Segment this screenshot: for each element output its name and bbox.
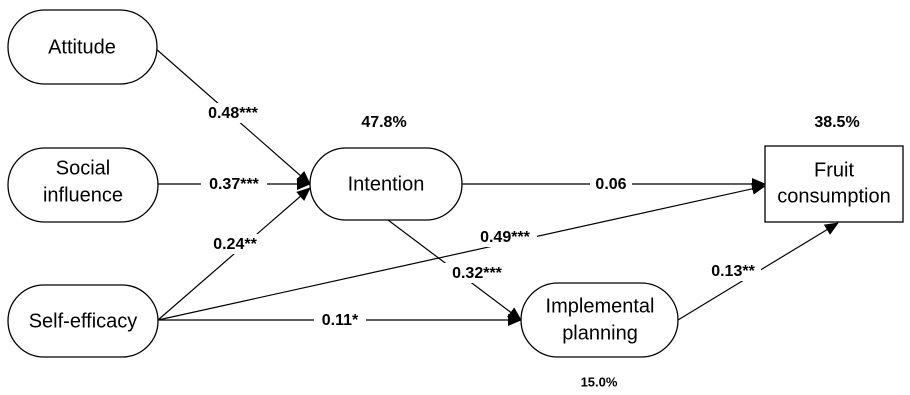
coef-selfefficacy-planning: 0.11* [314,310,366,330]
coef-selfefficacy-intention-text: 0.24** [213,236,257,253]
node-social-influence: Social influence [7,147,159,223]
node-implemental-planning-label-line1: Implemental [546,295,655,317]
node-implemental-planning-label-line2: planning [562,322,638,344]
coef-social-intention-text: 0.37*** [209,176,260,193]
coef-attitude-intention: 0.48*** [200,103,266,123]
coef-intention-planning-text: 0.32*** [452,265,503,282]
node-attitude-label: Attitude [48,36,116,58]
node-intention-label: Intention [348,173,425,195]
coef-intention-fruit: 0.06 [590,174,632,194]
path-selfefficacy-fruit [157,182,766,321]
node-attitude: Attitude [7,9,158,85]
coef-selfefficacy-planning-text: 0.11* [322,312,359,329]
node-fruit-consumption: Fruit consumption [764,145,904,223]
node-fruit-consumption-label-line2: consumption [777,185,890,207]
node-implemental-planning: Implemental planning [520,282,679,358]
coef-intention-planning: 0.32*** [444,263,510,283]
coef-social-intention: 0.37*** [201,174,267,194]
node-self-efficacy: Self-efficacy [7,284,159,358]
coef-attitude-intention-text: 0.48*** [208,105,259,122]
node-self-efficacy-label: Self-efficacy [29,310,138,332]
coef-selfefficacy-fruit-text: 0.49*** [480,229,531,246]
r2-implemental-planning: 15.0% [581,374,618,389]
r2-fruit-consumption: 38.5% [814,114,859,131]
node-social-influence-label-line1: Social [56,157,110,179]
coef-planning-fruit: 0.13** [705,261,761,281]
coef-selfefficacy-intention: 0.24** [207,234,263,254]
coef-planning-fruit-text: 0.13** [711,263,755,280]
node-fruit-consumption-label-line1: Fruit [814,159,854,181]
r2-intention: 47.8% [361,114,406,131]
node-intention: Intention [309,147,463,221]
node-social-influence-label-line2: influence [43,184,123,206]
coef-selfefficacy-fruit: 0.49*** [473,227,537,247]
coef-intention-fruit-text: 0.06 [595,176,626,193]
